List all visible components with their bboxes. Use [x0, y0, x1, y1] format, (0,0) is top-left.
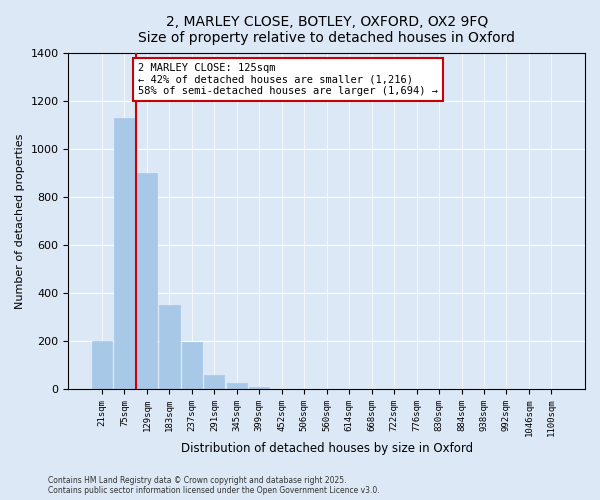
- Bar: [137, 173, 157, 389]
- Bar: [159, 305, 179, 389]
- Title: 2, MARLEY CLOSE, BOTLEY, OXFORD, OX2 9FQ
Size of property relative to detached h: 2, MARLEY CLOSE, BOTLEY, OXFORD, OX2 9FQ…: [138, 15, 515, 45]
- Bar: [92, 341, 112, 389]
- Bar: [182, 342, 202, 389]
- Bar: [115, 118, 134, 389]
- Y-axis label: Number of detached properties: Number of detached properties: [15, 134, 25, 309]
- Text: Contains HM Land Registry data © Crown copyright and database right 2025.
Contai: Contains HM Land Registry data © Crown c…: [48, 476, 380, 495]
- Bar: [249, 386, 269, 389]
- X-axis label: Distribution of detached houses by size in Oxford: Distribution of detached houses by size …: [181, 442, 473, 455]
- Text: 2 MARLEY CLOSE: 125sqm
← 42% of detached houses are smaller (1,216)
58% of semi-: 2 MARLEY CLOSE: 125sqm ← 42% of detached…: [138, 63, 438, 96]
- Bar: [227, 383, 247, 389]
- Bar: [204, 374, 224, 389]
